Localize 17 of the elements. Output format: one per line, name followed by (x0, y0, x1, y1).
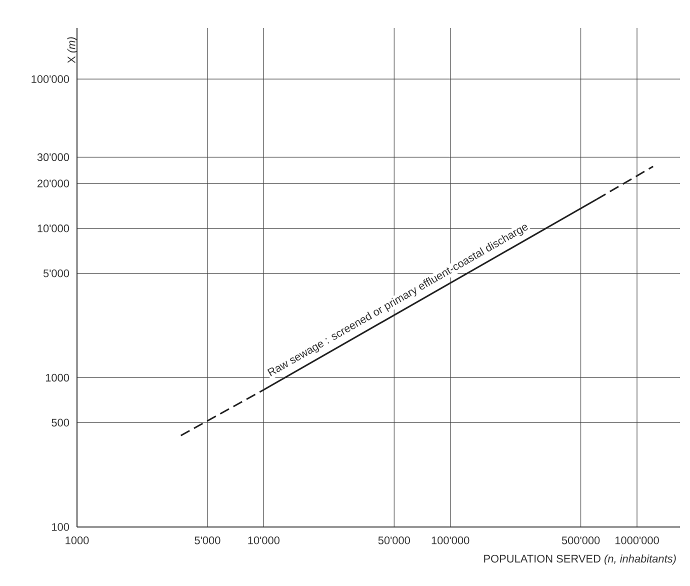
y-axis-title: X (m) (67, 37, 78, 64)
x-tick-label: 500'000 (562, 536, 600, 544)
x-axis-title: POPULATION SERVED (n, inhabitants) (484, 554, 676, 565)
y-tick-label: 30'000 (37, 153, 70, 162)
y-tick-label: 10'000 (38, 224, 70, 232)
y-tick-label: 100'000 (32, 75, 70, 83)
x-tick-label: 1000 (66, 536, 89, 544)
x-tick-label: 50'000 (378, 536, 410, 544)
x-tick-label: 5'000 (194, 536, 220, 544)
y-tick-label: 20'000 (37, 180, 70, 188)
y-tick-label: 100 (52, 523, 70, 531)
x-tick-label: 1000'000 (615, 536, 659, 544)
x-tick-label: 10'000 (248, 536, 280, 544)
y-tick-label: 500 (52, 418, 70, 427)
y-tick-label: 5'000 (43, 269, 70, 278)
y-tick-label: 1000 (46, 374, 70, 382)
x-tick-label: 100'000 (432, 536, 470, 544)
